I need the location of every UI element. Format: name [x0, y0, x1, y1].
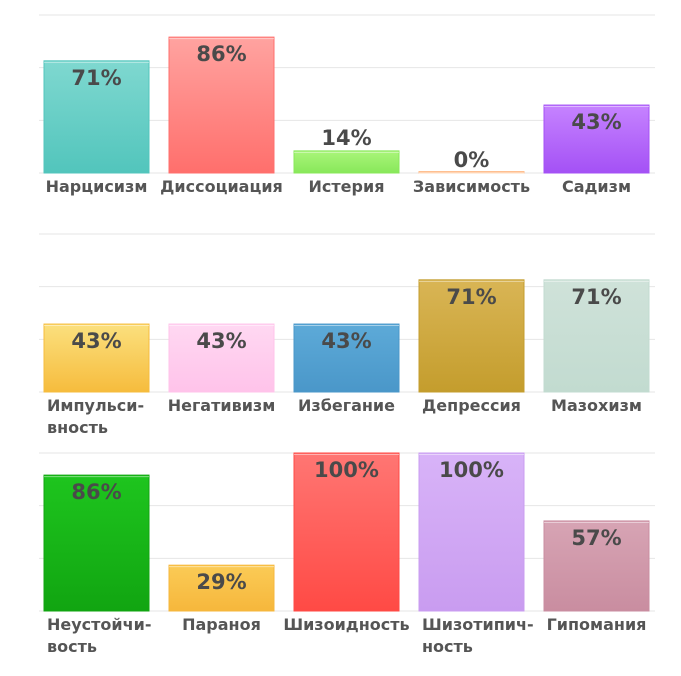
category-label: Избегание: [298, 396, 395, 415]
bar-1-5: [543, 104, 650, 174]
category-label: Неустойчи-: [47, 615, 151, 634]
data-label: 71%: [571, 285, 621, 309]
chart-panel-2: 43% Импульси-вность 43% Негативизм 43% Избега…: [39, 233, 655, 437]
data-label: 14%: [321, 126, 371, 150]
bar-1-3: [293, 150, 400, 174]
category-label: Гипомания: [547, 615, 647, 634]
data-label: 43%: [196, 329, 246, 353]
bar-3-1: [43, 474, 150, 612]
category-label: Садизм: [562, 177, 631, 196]
category-label: Шизотипич-: [422, 615, 534, 634]
bar-3-5: [543, 520, 650, 612]
category-label: Параноя: [182, 615, 261, 634]
chart-panel-3: 86% Неустойчи-вость 29% Параноя 100% Шизоидно…: [39, 452, 655, 656]
category-label: Негативизм: [168, 396, 276, 415]
bar-3-4: [418, 452, 525, 612]
bar-2-4: [418, 279, 525, 393]
category-label: Истерия: [309, 177, 385, 196]
bar-2-2: [168, 323, 275, 393]
category-label: Диссоциация: [160, 177, 283, 196]
chart-panel-1: 71% Нарцисизм 86% Диссоциация 14% Истерия 0% За…: [39, 14, 655, 196]
bar-3-2: [168, 564, 275, 612]
data-label: 43%: [571, 110, 621, 134]
bar-1-4: [418, 171, 525, 174]
category-label: Импульси-: [47, 396, 144, 415]
category-label: ность: [422, 637, 473, 656]
bar-1-1: [43, 60, 150, 174]
data-label: 0%: [454, 148, 490, 172]
data-label: 71%: [446, 285, 496, 309]
data-label: 43%: [71, 329, 121, 353]
category-label: Нарцисизм: [46, 177, 148, 196]
bar-2-1: [43, 323, 150, 393]
data-label: 100%: [439, 458, 504, 482]
category-label: вность: [47, 418, 108, 437]
bar-3-3: [293, 452, 400, 612]
bar-2-5: [543, 279, 650, 393]
data-label: 86%: [196, 42, 246, 66]
category-label: Зависимость: [413, 177, 530, 196]
bar-1-2: [168, 36, 275, 174]
category-label: Мазохизм: [551, 396, 642, 415]
data-label: 57%: [571, 526, 621, 550]
category-label: Депрессия: [422, 396, 521, 415]
bar-2-3: [293, 323, 400, 393]
category-label: Шизоидность: [283, 615, 409, 634]
data-label: 71%: [71, 66, 121, 90]
data-label: 86%: [71, 480, 121, 504]
data-label: 29%: [196, 570, 246, 594]
category-label: вость: [47, 637, 97, 656]
data-label: 43%: [321, 329, 371, 353]
data-label: 100%: [314, 458, 379, 482]
